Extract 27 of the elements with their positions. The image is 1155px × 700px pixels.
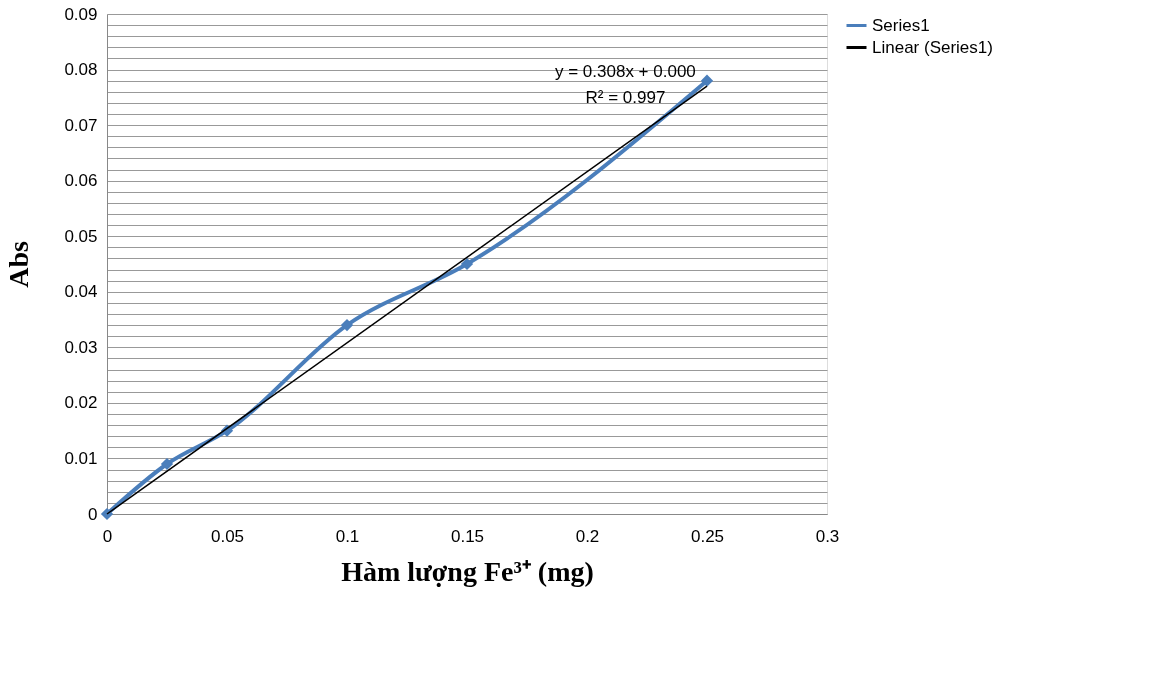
point bbox=[340, 318, 354, 332]
y-tick-label: 0.02 bbox=[64, 393, 98, 413]
annotation: y = 0.308x + 0.000 bbox=[554, 62, 696, 81]
point bbox=[460, 257, 474, 271]
y-tick-label: 0 bbox=[88, 504, 98, 524]
x-tick-label: 0.1 bbox=[335, 526, 360, 546]
y-tick-label: 0.05 bbox=[64, 226, 98, 246]
point bbox=[160, 457, 174, 471]
y-tick-label: 0.01 bbox=[64, 448, 98, 468]
x-tick-label: 0.25 bbox=[690, 526, 725, 546]
x-axis-title: Hàm lượng Fe³⁺ (mg) bbox=[341, 555, 594, 587]
y-axis-title: Abs bbox=[3, 241, 35, 288]
legend-label: Linear (Series1) bbox=[872, 37, 993, 57]
point bbox=[700, 74, 714, 87]
x-tick-label: 0.2 bbox=[575, 526, 600, 546]
annotation: R² = 0.997 bbox=[585, 88, 666, 107]
y-tick-label: 0.08 bbox=[64, 60, 98, 80]
x-tick-label: 0.15 bbox=[450, 526, 485, 546]
y-tick-label: 0.06 bbox=[64, 171, 98, 191]
x-tick-label: 0.3 bbox=[815, 526, 840, 546]
y-tick-label: 0.03 bbox=[64, 337, 98, 357]
x-tick-label: 0 bbox=[102, 526, 113, 546]
legend-label: Series1 bbox=[872, 15, 930, 35]
y-tick-label: 0.09 bbox=[64, 4, 98, 24]
x-tick-label: 0.05 bbox=[210, 526, 245, 546]
y-tick-label: 0.07 bbox=[64, 115, 98, 135]
y-tick-label: 0.04 bbox=[64, 282, 98, 302]
